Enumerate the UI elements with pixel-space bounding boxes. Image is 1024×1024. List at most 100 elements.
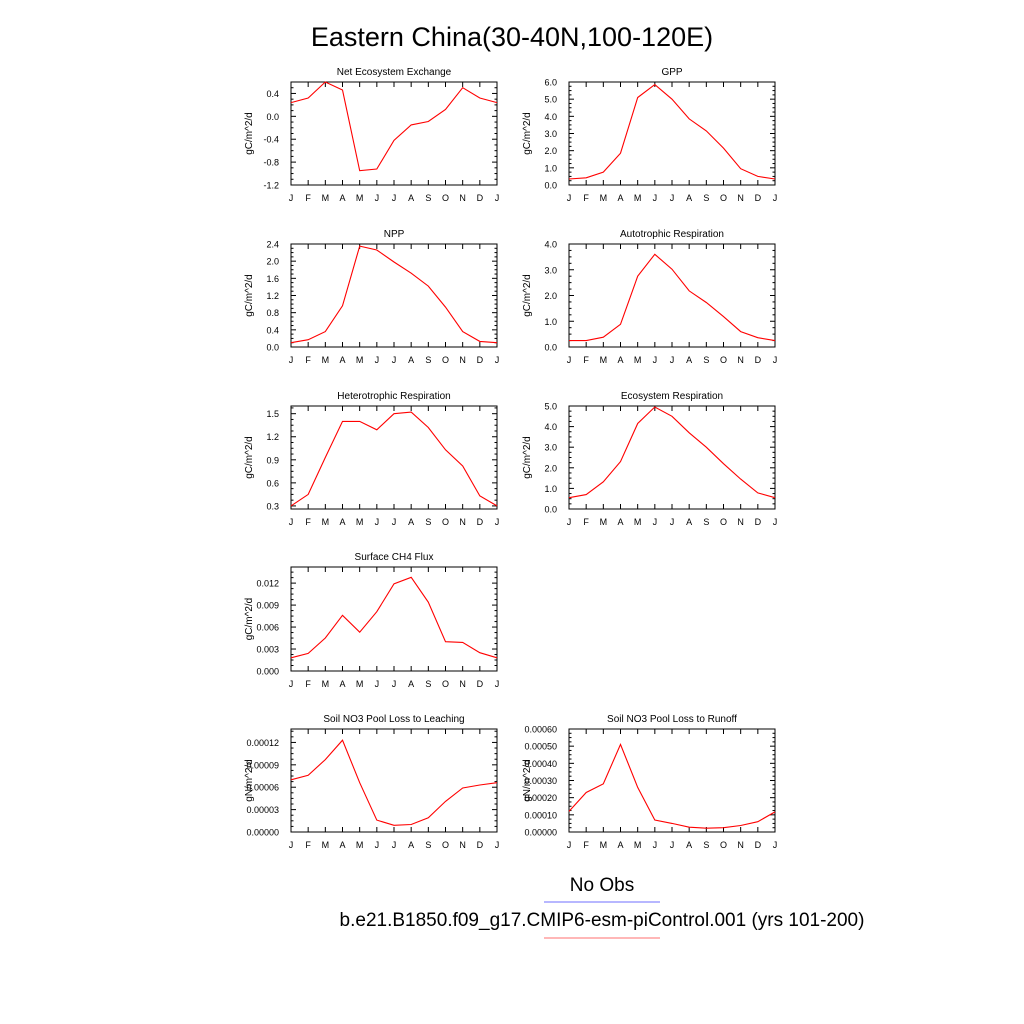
x-tick-label: N: [737, 193, 744, 203]
chart-panel: Soil NO3 Pool Loss to Leaching gN/m^2/d J F…: [244, 714, 499, 850]
y-tick-label: 0.0: [544, 181, 557, 191]
x-tick-label: J: [653, 517, 658, 527]
x-tick-label: S: [703, 193, 709, 203]
y-axis-label: gC/m^2/d: [522, 436, 533, 479]
x-tick-label: J: [653, 355, 658, 365]
x-tick-label: J: [289, 193, 294, 203]
x-tick-label: J: [375, 840, 380, 850]
x-tick-label: D: [477, 679, 484, 689]
y-tick-label: 2.0: [266, 257, 279, 267]
x-tick-label: N: [737, 517, 744, 527]
plot-frame: [568, 243, 776, 348]
x-tick-label: D: [477, 840, 484, 850]
y-tick-label: 1.0: [544, 317, 557, 327]
x-tick-label: S: [425, 840, 431, 850]
plot-frame: [290, 243, 498, 348]
x-tick-label: J: [392, 840, 397, 850]
y-tick-label: 5.0: [544, 402, 557, 412]
x-tick-label: J: [495, 517, 500, 527]
x-tick-label: O: [442, 679, 449, 689]
y-tick-label: 0.00020: [524, 793, 557, 803]
x-tick-label: O: [720, 355, 727, 365]
x-tick-label: A: [408, 355, 414, 365]
x-tick-label: J: [375, 193, 380, 203]
plot-frame: [290, 566, 498, 672]
y-tick-label: 0.00000: [524, 828, 557, 838]
x-tick-label: F: [583, 517, 589, 527]
y-tick-label: 0.00009: [246, 760, 279, 770]
x-tick-label: M: [356, 517, 364, 527]
x-tick-label: S: [425, 355, 431, 365]
x-tick-label: S: [425, 517, 431, 527]
x-tick-label: M: [634, 517, 642, 527]
x-tick-label: J: [495, 840, 500, 850]
y-tick-label: 4.0: [544, 422, 557, 432]
x-tick-label: M: [600, 193, 608, 203]
y-tick-label: 0.003: [256, 645, 279, 655]
x-tick-label: A: [339, 679, 345, 689]
x-tick-label: J: [670, 517, 675, 527]
y-tick-label: 0.00000: [246, 828, 279, 838]
y-tick-label: 0.4: [266, 325, 279, 335]
x-tick-label: M: [600, 355, 608, 365]
y-tick-label: -1.2: [263, 181, 279, 191]
x-tick-label: M: [356, 355, 364, 365]
x-tick-label: M: [634, 193, 642, 203]
x-tick-label: A: [686, 193, 692, 203]
y-tick-label: 2.0: [544, 291, 557, 301]
x-tick-label: J: [392, 355, 397, 365]
x-tick-label: J: [670, 355, 675, 365]
plot-frame: [290, 405, 498, 510]
x-tick-label: M: [322, 517, 330, 527]
y-axis-label: gC/m^2/d: [522, 274, 533, 317]
x-tick-label: O: [720, 840, 727, 850]
x-tick-label: F: [305, 355, 311, 365]
x-tick-label: D: [755, 517, 762, 527]
panel-title: Soil NO3 Pool Loss to Leaching: [323, 714, 464, 725]
y-tick-label: 0.009: [256, 601, 279, 611]
y-axis-label: gC/m^2/d: [244, 436, 255, 479]
x-tick-label: J: [375, 517, 380, 527]
x-tick-label: A: [617, 840, 623, 850]
y-tick-label: -0.8: [263, 158, 279, 168]
y-tick-label: 2.0: [544, 146, 557, 156]
x-tick-label: A: [408, 517, 414, 527]
x-tick-label: S: [703, 840, 709, 850]
x-tick-label: J: [375, 355, 380, 365]
x-tick-label: F: [583, 193, 589, 203]
panel-title: Surface CH4 Flux: [355, 552, 434, 563]
x-tick-label: O: [442, 517, 449, 527]
series-line: [290, 245, 498, 344]
x-tick-label: J: [289, 517, 294, 527]
x-tick-label: M: [356, 193, 364, 203]
y-tick-label: 0.012: [256, 579, 279, 589]
x-tick-label: A: [339, 355, 345, 365]
x-tick-label: A: [339, 840, 345, 850]
x-tick-label: N: [737, 840, 744, 850]
panel-title: Soil NO3 Pool Loss to Runoff: [607, 714, 737, 725]
y-tick-label: 0.4: [266, 89, 279, 99]
series-line: [290, 739, 498, 826]
x-tick-label: J: [495, 679, 500, 689]
figure-title: Eastern China(30-40N,100-120E): [311, 22, 713, 52]
x-tick-label: O: [720, 517, 727, 527]
plot-frame: [568, 728, 776, 833]
y-tick-label: 1.5: [266, 409, 279, 419]
legend-model-label: b.e21.B1850.f09_g17.CMIP6-esm-piControl.…: [340, 910, 865, 931]
x-tick-label: N: [459, 355, 466, 365]
y-tick-label: 2.4: [266, 240, 279, 250]
y-tick-label: 1.2: [266, 291, 279, 301]
y-tick-label: 1.2: [266, 432, 279, 442]
x-tick-label: M: [322, 193, 330, 203]
y-tick-label: 4.0: [544, 240, 557, 250]
x-tick-label: J: [567, 517, 572, 527]
y-axis-label: gC/m^2/d: [244, 112, 255, 155]
